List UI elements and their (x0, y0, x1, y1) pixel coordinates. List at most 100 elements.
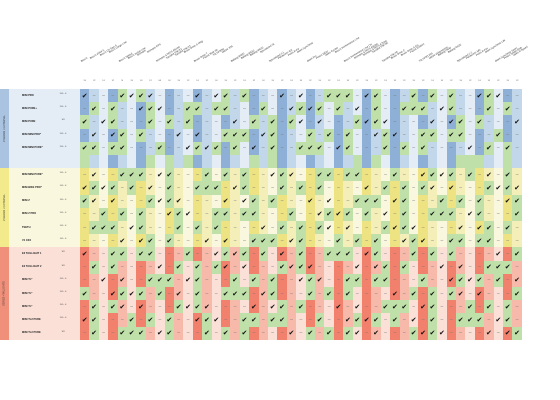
matrix-cell (352, 155, 362, 169)
matrix-cell (211, 155, 221, 169)
matrix-cell: ✔ (155, 273, 165, 287)
matrix-cell: – (296, 326, 306, 340)
column-sublabel: 1/2 (327, 80, 331, 82)
column-sublabel: 1/2 (356, 80, 359, 82)
matrix-cell: – (305, 313, 315, 327)
matrix-cell: ✔ (192, 89, 203, 103)
matrix-cell: – (343, 102, 353, 116)
matrix-cell: – (493, 141, 503, 155)
matrix-cell: – (192, 194, 203, 208)
matrix-cell: – (484, 287, 494, 301)
matrix-cell: ✔ (305, 102, 315, 116)
column-sublabel: 1/2 (309, 80, 312, 82)
matrix-cell: ✔ (155, 260, 165, 274)
matrix-cell: – (437, 300, 447, 314)
matrix-cell: ✔ (324, 207, 334, 221)
row-spec: 1/4 ÷ 4 (59, 185, 67, 188)
matrix-cell: – (249, 260, 259, 274)
matrix-cell: – (333, 128, 344, 142)
matrix-cell: – (437, 221, 447, 235)
matrix-cell: – (333, 115, 344, 129)
matrix-cell: ✔ (258, 234, 268, 248)
matrix-cell: – (249, 247, 259, 261)
matrix-cell: – (474, 260, 485, 274)
matrix-cell: ✔ (512, 287, 522, 301)
row-name: TEETH (22, 225, 31, 229)
matrix-cell: ✔ (484, 168, 494, 182)
matrix-cell: – (155, 207, 165, 221)
matrix-cell: ✔ (249, 141, 259, 155)
matrix-cell: ✔ (399, 300, 409, 314)
matrix-cell: ✔ (296, 115, 306, 129)
matrix-cell: – (202, 207, 212, 221)
matrix-cell (249, 155, 259, 169)
matrix-cell (183, 155, 193, 169)
matrix-cell: ✔ (390, 221, 400, 235)
matrix-cell: ✔ (136, 221, 146, 235)
matrix-cell: ✔ (371, 128, 381, 142)
matrix-cell: – (456, 141, 466, 155)
matrix-cell: ✔ (493, 260, 503, 274)
matrix-cell: – (117, 260, 127, 274)
matrix-cell: ✔ (80, 115, 90, 129)
matrix-cell: – (333, 194, 344, 208)
matrix-cell: – (456, 247, 466, 261)
matrix-cell: – (202, 260, 212, 274)
matrix-cell: – (446, 221, 456, 235)
matrix-cell: ✔ (493, 89, 503, 103)
matrix-cell: – (239, 221, 250, 235)
matrix-cell: ✔ (446, 181, 456, 195)
matrix-cell: – (211, 326, 221, 340)
matrix-cell: ✔ (427, 168, 438, 182)
matrix-cell: ✔ (174, 221, 184, 235)
column-sublabel: 1/4 (346, 80, 350, 82)
column-sublabel: 1/2 (233, 80, 237, 82)
matrix-cell: ✔ (277, 89, 287, 103)
matrix-cell: – (268, 221, 278, 235)
matrix-cell: – (305, 234, 315, 248)
matrix-cell: ✔ (183, 247, 193, 261)
matrix-cell: ✔ (324, 221, 334, 235)
row-spec: 1/4 ÷ 4 (59, 106, 67, 109)
matrix-cell: – (484, 313, 494, 327)
matrix-cell: – (164, 287, 174, 301)
matrix-cell: ✔ (277, 313, 287, 327)
matrix-cell: – (211, 128, 221, 142)
matrix-cell: ✔ (202, 141, 212, 155)
matrix-cell: ✔ (380, 128, 391, 142)
matrix-cell: – (98, 313, 109, 327)
matrix-cell: – (503, 287, 513, 301)
matrix-cell: ✔ (221, 102, 231, 116)
matrix-cell: – (315, 128, 325, 142)
matrix-cell: – (418, 260, 428, 274)
matrix-cell: – (409, 300, 419, 314)
matrix-cell: ✔ (192, 128, 203, 142)
matrix-cell (268, 155, 278, 169)
matrix-cell: ✔ (192, 260, 203, 274)
matrix-cell: – (127, 115, 137, 129)
matrix-cell: ✔ (503, 221, 513, 235)
matrix-cell: – (333, 287, 344, 301)
column-sublabel: 1/4 (196, 80, 199, 82)
matrix-cell: – (512, 128, 522, 142)
matrix-cell (164, 155, 174, 169)
matrix-cell: – (155, 128, 165, 142)
matrix-cell: – (352, 287, 362, 301)
matrix-cell: – (493, 300, 503, 314)
matrix-cell: – (155, 234, 165, 248)
matrix-cell: ✔ (277, 168, 287, 182)
matrix-cell: ✔ (343, 89, 353, 103)
matrix-cell: ✔ (258, 102, 268, 116)
matrix-cell: – (230, 260, 240, 274)
row-label-area (9, 168, 80, 248)
matrix-cell: – (98, 141, 109, 155)
matrix-cell: – (145, 128, 156, 142)
matrix-cell: – (315, 260, 325, 274)
matrix-cell: ✔ (343, 326, 353, 340)
matrix-cell: ✔ (80, 181, 90, 195)
matrix-cell: ✔ (493, 181, 503, 195)
matrix-cell: ✔ (155, 287, 165, 301)
matrix-cell: – (80, 221, 90, 235)
matrix-cell: ✔ (211, 313, 221, 327)
row-spec: 1/4 (61, 251, 65, 254)
